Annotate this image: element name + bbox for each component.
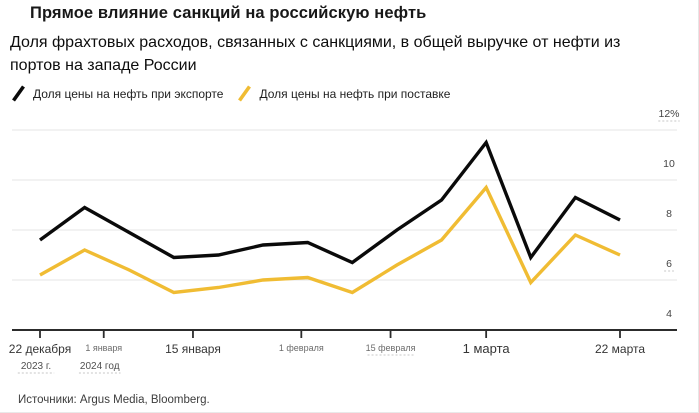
y-tick-label: 4: [666, 308, 672, 320]
line-swatch-icon: [238, 85, 252, 102]
year-label: 2024 год: [80, 361, 120, 372]
x-tick-label: 1 марта: [463, 341, 511, 356]
series-line-export: [38, 139, 621, 265]
y-tick-label: 8: [666, 208, 672, 220]
legend-item-export: Доля цены на нефть при экспорте: [11, 85, 223, 102]
chart-subtitle: Доля фрахтовых расходов, связанных с сан…: [10, 31, 620, 77]
source-note: Источники: Argus Media, Bloomberg.: [18, 394, 210, 406]
chart-legend: Доля цены на нефть при экспорте Доля цен…: [11, 85, 450, 102]
x-tick-label: 22 марта: [595, 342, 645, 356]
y-tick-label: 10: [663, 158, 675, 170]
legend-item-delivery: Доля цены на нефть при поставке: [237, 85, 450, 102]
chart-subtitle-line-1: Доля фрахтовых расходов, связанных с сан…: [10, 34, 621, 51]
x-tick-label: 15 января: [165, 342, 221, 356]
line-swatch-icon: [12, 85, 25, 102]
y-tick-label: 12%: [658, 108, 679, 120]
series-line-delivery: [39, 184, 621, 295]
x-tick-label: 1 февраля: [279, 343, 324, 353]
year-label: 2023 г.: [21, 361, 51, 372]
legend-label-delivery: Доля цены на нефть при поставке: [259, 86, 451, 101]
x-tick-label: 22 декабря: [9, 342, 71, 356]
legend-label-export: Доля цены на нефть при экспорте: [33, 86, 224, 101]
chart-subtitle-line-2: портов на западе России: [10, 57, 197, 74]
chart-title: Прямое влияние санкций на российскую неф…: [30, 4, 427, 22]
y-tick-label: 6: [666, 258, 672, 270]
x-tick-label: 15 февраля: [366, 343, 416, 353]
x-tick-label: 1 января: [85, 343, 122, 353]
